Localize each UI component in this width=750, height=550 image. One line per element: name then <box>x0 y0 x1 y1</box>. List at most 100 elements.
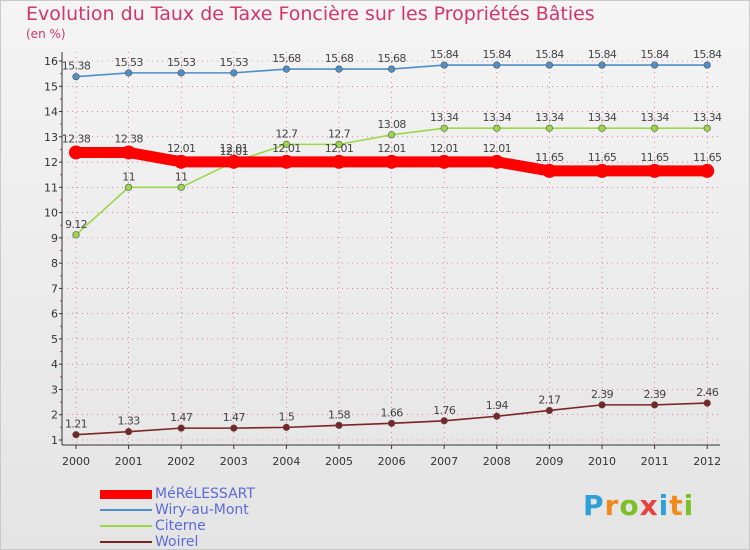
data-point <box>595 163 609 178</box>
data-label: 15.53 <box>220 56 249 69</box>
data-label: 15.84 <box>535 48 564 61</box>
data-point <box>545 406 554 415</box>
data-label: 13.34 <box>693 111 722 124</box>
data-label: 15.68 <box>377 52 406 65</box>
series-wiry-au-mont: 15.38 15.53 15.53 15.53 15.68 15.68 15.68 15.84… <box>62 48 723 81</box>
legend-label: MéRéLESSART <box>155 486 255 502</box>
x-tick-label: 2008 <box>483 455 511 468</box>
y-tick-label: 11 <box>44 181 58 194</box>
x-tick-label: 2009 <box>535 455 563 468</box>
data-point <box>230 424 238 432</box>
data-label: 11 <box>122 170 135 183</box>
y-tick-label: 3 <box>51 383 58 396</box>
data-point <box>125 428 133 436</box>
data-point <box>388 419 396 427</box>
y-tick-label: 14 <box>44 106 58 119</box>
logo-letter: t <box>669 489 684 522</box>
y-tick-label: 2 <box>51 409 58 422</box>
data-label: 13.34 <box>535 111 564 124</box>
data-point <box>69 145 83 160</box>
data-point <box>440 124 448 132</box>
data-label: 11 <box>175 170 188 183</box>
data-label: 11.65 <box>535 151 564 164</box>
x-tick-label: 2011 <box>641 455 669 468</box>
data-point <box>177 424 185 432</box>
y-tick-label: 5 <box>51 333 58 346</box>
data-point <box>177 69 185 77</box>
data-label: 1.47 <box>223 411 246 424</box>
data-label: 13.34 <box>640 111 669 124</box>
data-label: 15.84 <box>483 48 512 61</box>
data-label: 12.01 <box>483 142 512 155</box>
data-point <box>703 124 711 132</box>
data-point <box>72 73 80 81</box>
data-point <box>332 154 346 169</box>
data-point <box>703 399 711 407</box>
data-label: 1.21 <box>65 418 87 431</box>
x-tick-label: 2004 <box>272 455 300 468</box>
data-label: 2.39 <box>644 388 667 401</box>
data-point <box>72 431 80 439</box>
y-tick-label: 16 <box>44 55 58 68</box>
data-label: 13.34 <box>430 111 459 124</box>
y-tick-label: 8 <box>51 257 58 270</box>
data-label: 15.84 <box>693 48 722 61</box>
logo-letter: P <box>583 489 605 522</box>
data-label: 11.65 <box>588 151 617 164</box>
legend-swatch <box>100 509 152 511</box>
logo-letter: o <box>619 489 640 522</box>
x-tick-label: 2001 <box>115 455 143 468</box>
y-tick-label: 12 <box>44 156 58 169</box>
data-point <box>700 163 715 178</box>
data-label: 15.84 <box>640 48 669 61</box>
data-label: 1.58 <box>328 408 351 421</box>
legend-label: Wiry-au-Mont <box>155 502 249 518</box>
proxiti-logo: Proxiti <box>583 489 694 522</box>
data-point <box>384 154 399 169</box>
data-point <box>650 61 659 69</box>
data-point <box>703 61 711 69</box>
logo-letter: i <box>658 489 670 522</box>
data-point <box>598 124 606 132</box>
data-point <box>282 65 291 73</box>
legend-label: Woirel <box>155 534 199 550</box>
data-label: 2.17 <box>538 393 561 406</box>
data-point <box>388 65 396 73</box>
data-point <box>650 401 659 409</box>
data-label: 12.01 <box>220 145 249 158</box>
data-label: 2.46 <box>696 386 719 399</box>
data-point <box>335 421 343 429</box>
data-label: 15.68 <box>272 52 301 65</box>
data-point <box>545 61 554 69</box>
data-point <box>440 417 448 425</box>
legend-label: Citerne <box>155 518 206 534</box>
data-label: 12.01 <box>220 142 249 155</box>
data-point <box>493 61 501 69</box>
data-point <box>493 412 501 420</box>
data-label: 1.5 <box>279 410 295 423</box>
data-label: 15.53 <box>114 56 143 69</box>
data-label: 12.38 <box>114 132 143 145</box>
data-label: 12.01 <box>377 142 406 155</box>
y-tick-label: 4 <box>51 358 58 371</box>
data-label: 13.34 <box>483 111 512 124</box>
data-label: 12.01 <box>272 142 301 155</box>
data-point <box>545 124 554 132</box>
data-point <box>121 145 136 160</box>
y-tick-label: 1 <box>51 434 58 447</box>
data-label: 11.65 <box>640 151 669 164</box>
data-label: 15.84 <box>588 48 617 61</box>
x-tick-label: 2012 <box>693 455 721 468</box>
data-label: 15.68 <box>325 52 354 65</box>
data-label: 1.47 <box>170 411 193 424</box>
data-point <box>493 124 501 132</box>
data-label: 1.94 <box>486 399 509 412</box>
data-label: 2.39 <box>591 388 614 401</box>
x-tick-label: 2005 <box>325 455 353 468</box>
data-label: 12.7 <box>275 127 298 140</box>
chart-subtitle: (en %) <box>26 27 66 41</box>
data-point <box>388 131 396 139</box>
x-tick-label: 2010 <box>588 455 616 468</box>
x-tick-label: 2002 <box>167 455 195 468</box>
